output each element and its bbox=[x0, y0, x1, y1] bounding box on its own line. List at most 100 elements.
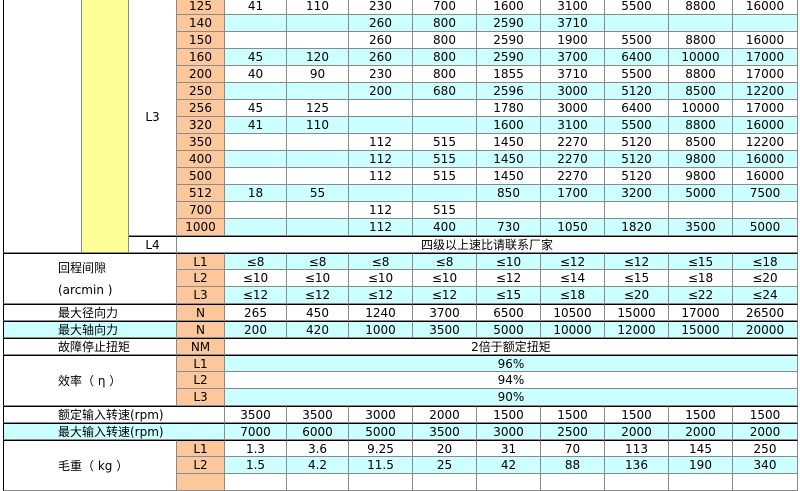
rated-speed-value: 3000 bbox=[349, 406, 413, 423]
torque-value-cell bbox=[225, 134, 287, 151]
torque-value-cell bbox=[225, 219, 287, 236]
torque-value-cell: 800 bbox=[413, 66, 477, 83]
torque-value-cell bbox=[605, 202, 669, 219]
level-cell: L2 bbox=[177, 372, 225, 389]
torque-value-cell: 6400 bbox=[605, 49, 669, 66]
backlash-value-cell: ≤10 bbox=[477, 253, 541, 270]
torque-value-cell: 2270 bbox=[541, 168, 605, 185]
weight-value: 11.5 bbox=[349, 457, 413, 474]
rated-speed-label: 额定输入转速(rpm) bbox=[3, 406, 225, 423]
torque-value-cell: 120 bbox=[287, 49, 349, 66]
backlash-value-cell: ≤8 bbox=[413, 253, 477, 270]
torque-value-cell: 45 bbox=[225, 49, 287, 66]
level-cell: L2 bbox=[177, 270, 225, 287]
max-speed-label: 最大输入转速(rpm) bbox=[3, 423, 225, 440]
torque-value-cell: 16000 bbox=[733, 151, 798, 168]
torque-value-cell bbox=[413, 100, 477, 117]
ratio-cell: 256 bbox=[177, 100, 225, 117]
stage-label: L3 bbox=[129, 0, 177, 236]
axial-force-value: 10000 bbox=[541, 321, 605, 338]
level-cell: L1 bbox=[177, 253, 225, 270]
torque-value-cell: 730 bbox=[477, 219, 541, 236]
torque-value-cell bbox=[477, 202, 541, 219]
torque-value-cell bbox=[287, 168, 349, 185]
backlash-value-cell: ≤15 bbox=[669, 253, 733, 270]
torque-value-cell bbox=[733, 15, 798, 32]
torque-value-cell: 9800 bbox=[669, 168, 733, 185]
l4-note: 四级以上速比请联系厂家 bbox=[177, 236, 798, 253]
torque-value-cell: 8800 bbox=[669, 32, 733, 49]
torque-value-cell bbox=[287, 32, 349, 49]
ratio-cell: 500 bbox=[177, 168, 225, 185]
weight-value: 136 bbox=[605, 457, 669, 474]
backlash-value-cell: ≤18 bbox=[733, 253, 798, 270]
rated-speed-value: 1500 bbox=[477, 406, 541, 423]
max-speed-value: 2500 bbox=[541, 423, 605, 440]
backlash-value-cell: ≤8 bbox=[287, 253, 349, 270]
axial-force-value: 1000 bbox=[349, 321, 413, 338]
torque-value-cell: 17000 bbox=[733, 66, 798, 83]
torque-value-cell: 125 bbox=[287, 100, 349, 117]
torque-value-cell: 1600 bbox=[477, 117, 541, 134]
ratio-cell: 140 bbox=[177, 15, 225, 32]
torque-value-cell: 260 bbox=[349, 32, 413, 49]
fault-torque-label: 故障停止扭矩 bbox=[3, 338, 177, 355]
torque-value-cell: 5120 bbox=[605, 83, 669, 100]
radial-force-value: 17000 bbox=[669, 304, 733, 321]
torque-value-cell: 5120 bbox=[605, 168, 669, 185]
torque-value-cell bbox=[605, 15, 669, 32]
torque-value-cell: 16000 bbox=[733, 168, 798, 185]
axial-force-value: 5000 bbox=[477, 321, 541, 338]
backlash-label-text: (arcmin ) bbox=[58, 282, 113, 297]
torque-value-cell bbox=[225, 15, 287, 32]
backlash-value-cell: ≤10 bbox=[413, 270, 477, 287]
ratio-cell: 125 bbox=[177, 0, 225, 15]
torque-value-cell: 16000 bbox=[733, 117, 798, 134]
max-speed-value: 6000 bbox=[287, 423, 349, 440]
torque-value-cell: 17000 bbox=[733, 49, 798, 66]
torque-value-cell: 5000 bbox=[669, 185, 733, 202]
backlash-value-cell: ≤15 bbox=[605, 270, 669, 287]
backlash-value-cell: ≤22 bbox=[669, 287, 733, 304]
torque-value-cell: 8800 bbox=[669, 117, 733, 134]
radial-force-value: 6500 bbox=[477, 304, 541, 321]
torque-value-cell bbox=[287, 219, 349, 236]
model-cell bbox=[82, 0, 129, 253]
max-speed-value: 2000 bbox=[733, 423, 798, 440]
torque-value-cell: 41 bbox=[225, 117, 287, 134]
max-speed-value: 5000 bbox=[349, 423, 413, 440]
rated-speed-value: 2000 bbox=[413, 406, 477, 423]
axial-force-value: 20000 bbox=[733, 321, 798, 338]
torque-value-cell: 10000 bbox=[669, 100, 733, 117]
rated-speed-value: 1500 bbox=[541, 406, 605, 423]
torque-value-cell bbox=[225, 83, 287, 100]
unit-cell: N bbox=[177, 321, 225, 338]
torque-value-cell: 5120 bbox=[605, 134, 669, 151]
torque-value-cell: 800 bbox=[413, 32, 477, 49]
torque-value-cell: 3710 bbox=[541, 66, 605, 83]
max-speed-value: 2000 bbox=[605, 423, 669, 440]
axial-force-label: 最大轴向力 bbox=[3, 321, 177, 338]
weight-value: 25 bbox=[413, 457, 477, 474]
backlash-value-cell: ≤15 bbox=[477, 287, 541, 304]
rated-speed-value: 3500 bbox=[225, 406, 287, 423]
ratio-cell: 320 bbox=[177, 117, 225, 134]
torque-value-cell: 700 bbox=[413, 0, 477, 15]
backlash-value-cell: ≤8 bbox=[225, 253, 287, 270]
backlash-value-cell: ≤12 bbox=[605, 253, 669, 270]
torque-value-cell: 680 bbox=[413, 83, 477, 100]
torque-value-cell: 18 bbox=[225, 185, 287, 202]
spec-table: L3 125 41 110 230 700 1600 3100 5500 8800 16000 140… bbox=[3, 0, 798, 491]
weight-value: 1.3 bbox=[225, 440, 287, 457]
weight-value: 190 bbox=[669, 457, 733, 474]
torque-value-cell bbox=[225, 151, 287, 168]
torque-value-cell: 55 bbox=[287, 185, 349, 202]
rated-speed-value: 1500 bbox=[669, 406, 733, 423]
torque-value-cell: 40 bbox=[225, 66, 287, 83]
torque-value-cell bbox=[225, 202, 287, 219]
stage-label: L4 bbox=[129, 236, 177, 253]
efficiency-value: 94% bbox=[225, 372, 798, 389]
torque-value-cell bbox=[541, 202, 605, 219]
torque-value-cell: 112 bbox=[349, 151, 413, 168]
torque-value-cell bbox=[287, 83, 349, 100]
